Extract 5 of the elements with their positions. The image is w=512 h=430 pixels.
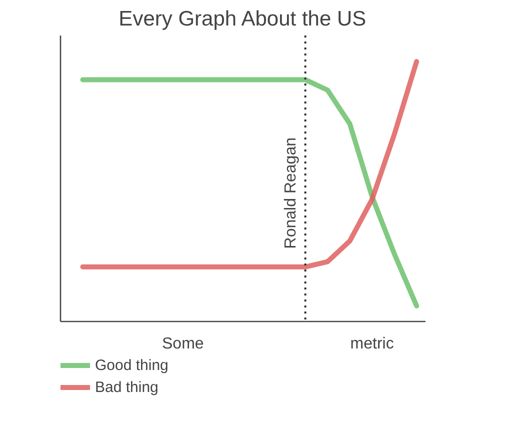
chart-title: Every Graph About the US xyxy=(118,8,366,30)
annotation: Ronald Reagan xyxy=(282,137,300,249)
legend-label: Good thing xyxy=(95,356,168,375)
text: Some metric xyxy=(162,336,394,352)
legend-label: Bad thing xyxy=(95,378,158,397)
